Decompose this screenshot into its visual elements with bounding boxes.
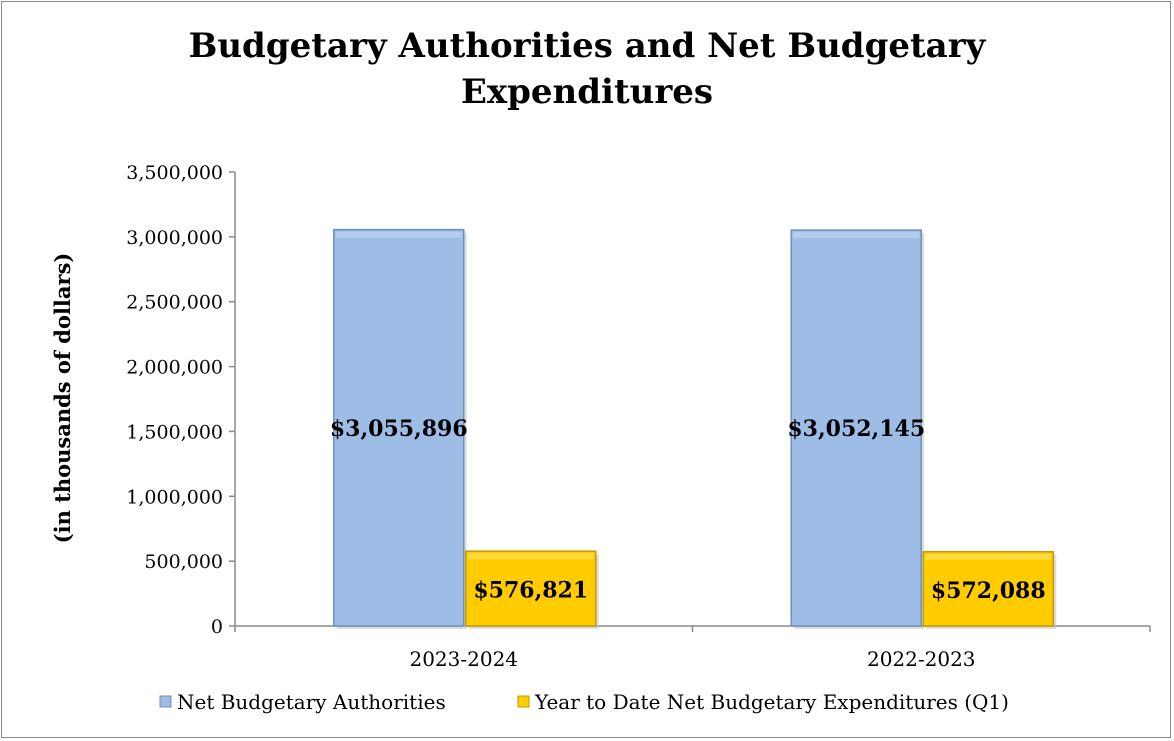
legend-item: Net Budgetary Authorities: [159, 690, 446, 714]
y-tick-label: 2,000,000: [126, 357, 223, 379]
bar: [790, 229, 922, 627]
bar-expenditures-2022-2023: $572,088: [922, 551, 1057, 629]
legend-swatch: [159, 695, 172, 708]
data-label: $572,088: [931, 578, 1046, 604]
legend-swatch: [517, 695, 530, 708]
chart-title-line-1: Budgetary Authorities and Net Budgetary: [189, 26, 987, 66]
data-label: $3,055,896: [330, 416, 468, 442]
bar: [333, 228, 465, 627]
y-axis-label: (in thousands of dollars): [50, 253, 75, 544]
bar: [465, 550, 597, 627]
y-tick-label: 500,000: [144, 551, 223, 573]
y-tick-label: 3,000,000: [126, 227, 223, 249]
y-tick-label: 1,000,000: [126, 486, 223, 508]
data-label: $576,821: [473, 578, 588, 604]
y-tick-label: 3,500,000: [126, 162, 223, 184]
y-tick-label: 0: [211, 616, 223, 638]
legend-label: Net Budgetary Authorities: [177, 690, 446, 714]
chart-title-line-2: Expenditures: [461, 72, 713, 112]
bar-expenditures-2023-2024: $576,821: [465, 550, 599, 629]
data-label: $3,052,145: [787, 416, 925, 442]
legend-item: Year to Date Net Budgetary Expenditures …: [517, 690, 1009, 714]
bar-authorities-2022-2023: $3,052,145: [787, 229, 925, 629]
y-tick-label: 1,500,000: [126, 421, 223, 443]
bar: [922, 551, 1054, 627]
bar-authorities-2023-2024: $3,055,896: [330, 228, 468, 629]
legend-label: Year to Date Net Budgetary Expenditures …: [534, 690, 1009, 714]
x-category-label: 2022-2023: [867, 647, 976, 671]
y-tick-label: 2,500,000: [126, 292, 223, 314]
x-category-label: 2023-2024: [409, 647, 518, 671]
